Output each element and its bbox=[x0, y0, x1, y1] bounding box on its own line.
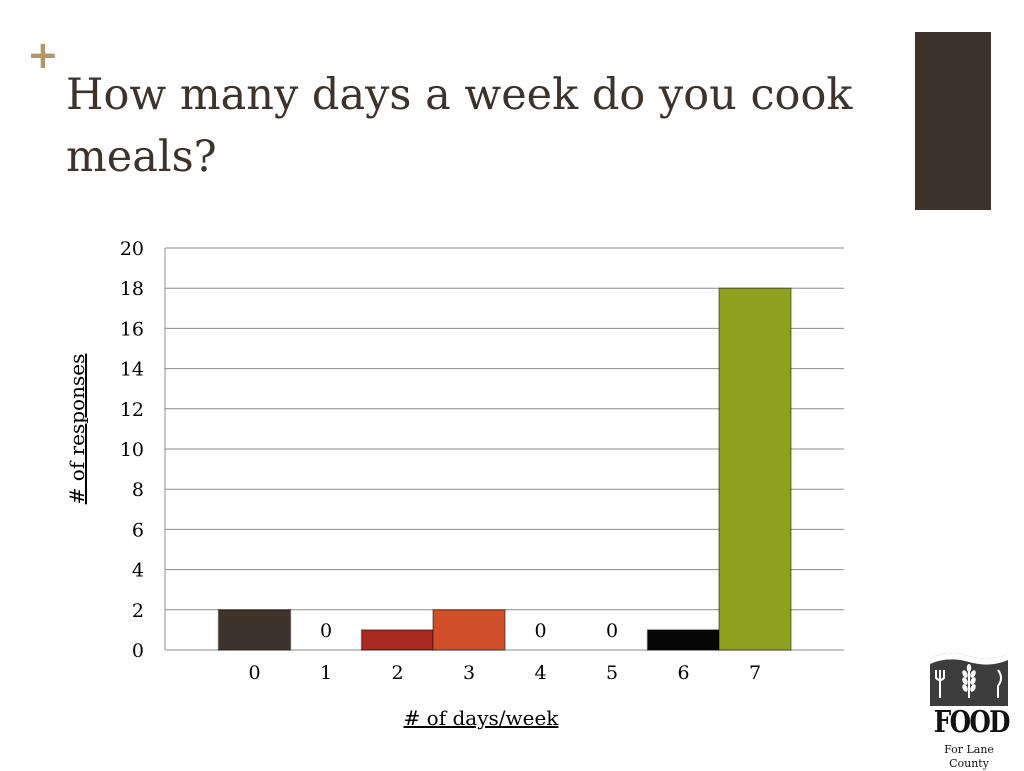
logo-word: FOOD bbox=[933, 705, 1011, 740]
logo-subtitle: For Lane County bbox=[944, 743, 994, 770]
y-tick-label: 12 bbox=[120, 399, 144, 421]
y-tick-label: 16 bbox=[120, 318, 144, 340]
data-label: 0 bbox=[534, 620, 546, 642]
y-tick-label: 2 bbox=[132, 600, 144, 622]
y-tick-label: 4 bbox=[132, 560, 144, 582]
slide-title: How many days a week do you cook meals? bbox=[66, 70, 853, 182]
x-tick-label: 3 bbox=[463, 662, 475, 684]
y-axis-label: # of responses bbox=[65, 354, 89, 505]
x-tick-label: 5 bbox=[606, 662, 618, 684]
y-tick-label: 14 bbox=[120, 359, 144, 381]
x-tick-label: 6 bbox=[677, 662, 689, 684]
x-tick-label: 7 bbox=[749, 662, 761, 684]
y-tick-label: 10 bbox=[120, 439, 144, 461]
x-tick-label: 1 bbox=[320, 662, 332, 684]
bar-7 bbox=[718, 287, 792, 651]
data-label: 0 bbox=[320, 620, 332, 642]
x-tick-label: 4 bbox=[534, 662, 546, 684]
y-tick-label: 20 bbox=[120, 238, 144, 260]
bar-0 bbox=[217, 609, 292, 651]
logo-emblem-icon bbox=[930, 653, 1008, 706]
bar-2 bbox=[360, 629, 435, 651]
x-axis-label: # of days/week bbox=[404, 706, 560, 730]
y-tick-label: 6 bbox=[132, 519, 144, 541]
y-tick-label: 0 bbox=[132, 640, 144, 662]
food-for-lane-county-logo: FOOD For Lane County bbox=[926, 648, 1012, 770]
accent-block bbox=[915, 32, 991, 210]
bar-6 bbox=[646, 629, 721, 651]
x-tick-label: 2 bbox=[391, 662, 403, 684]
y-tick-label: 8 bbox=[132, 479, 144, 501]
slide-bullet-plus: + bbox=[27, 33, 59, 77]
data-label: 0 bbox=[606, 620, 618, 642]
bar-3 bbox=[432, 609, 506, 651]
y-tick-label: 18 bbox=[120, 278, 144, 300]
x-tick-label: 0 bbox=[248, 662, 260, 684]
